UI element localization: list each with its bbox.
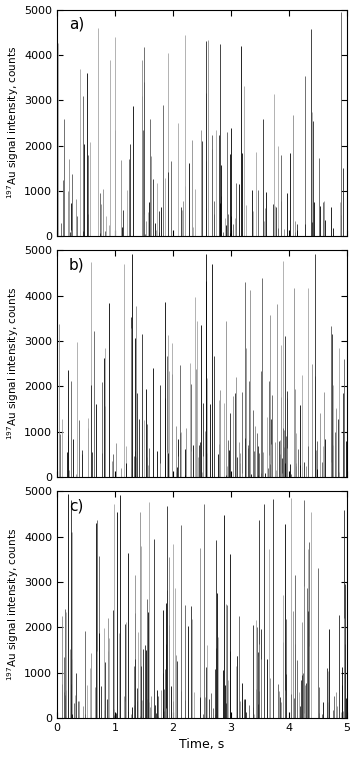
Y-axis label: $^{197}$Au signal intensity, counts: $^{197}$Au signal intensity, counts bbox=[6, 528, 21, 681]
Text: b): b) bbox=[69, 257, 84, 273]
Y-axis label: $^{197}$Au signal intensity, counts: $^{197}$Au signal intensity, counts bbox=[6, 287, 21, 441]
Text: c): c) bbox=[69, 498, 83, 513]
X-axis label: Time, s: Time, s bbox=[179, 738, 225, 752]
Y-axis label: $^{197}$Au signal intensity, counts: $^{197}$Au signal intensity, counts bbox=[6, 46, 21, 199]
Text: a): a) bbox=[69, 17, 84, 31]
